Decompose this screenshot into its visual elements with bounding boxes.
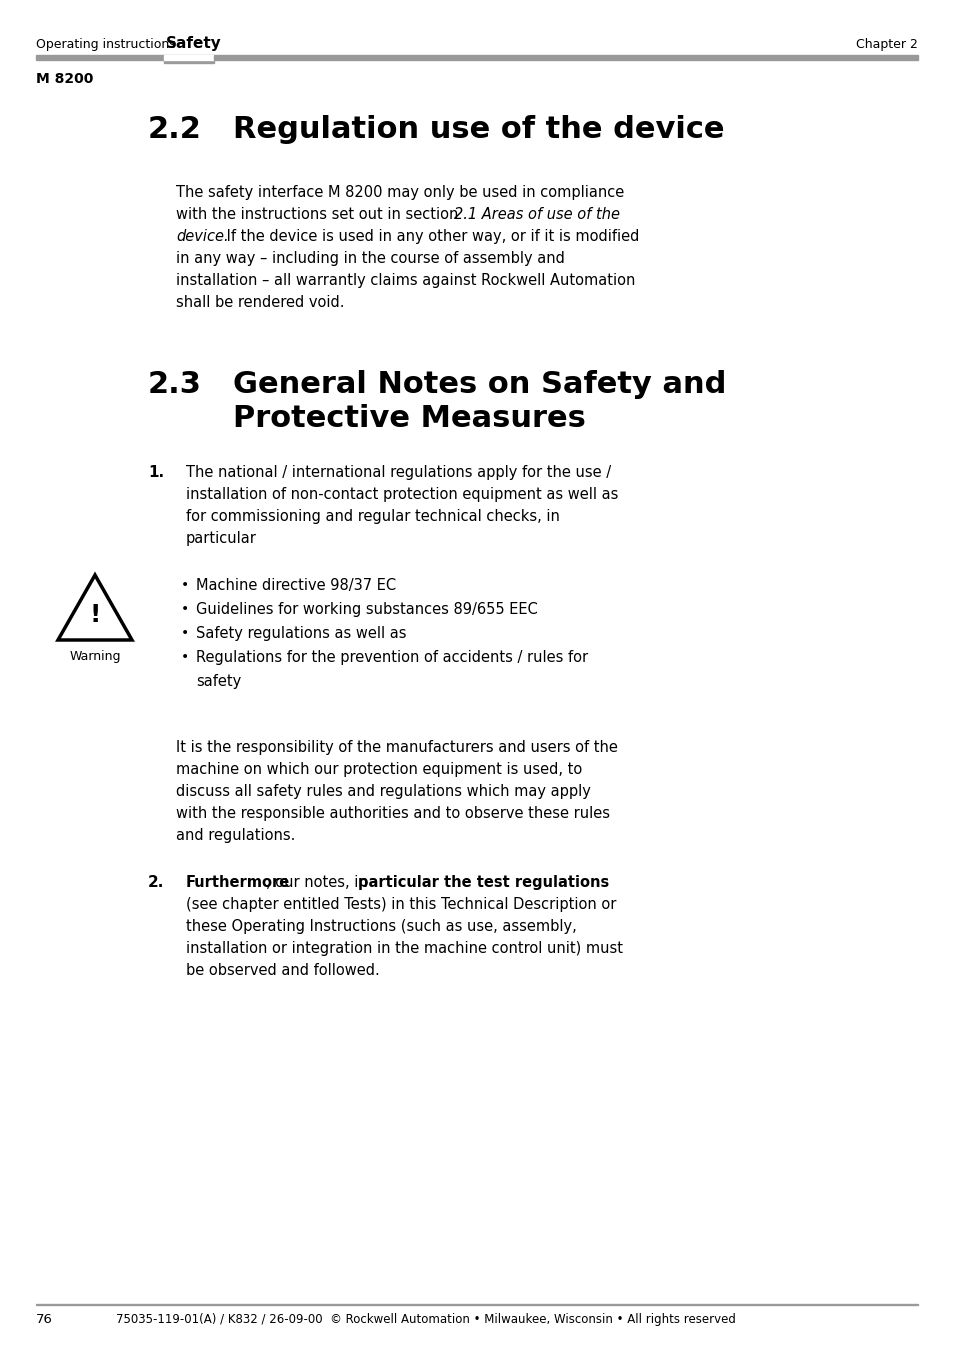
Bar	[213, 55, 917, 59]
Text: Operating instructions: Operating instructions	[36, 38, 179, 51]
Text: device.: device.	[175, 228, 229, 243]
Text: Protective Measures: Protective Measures	[233, 404, 585, 433]
Text: Safety: Safety	[166, 37, 221, 51]
Text: The safety interface M 8200 may only be used in compliance: The safety interface M 8200 may only be …	[175, 185, 623, 200]
Text: (see chapter entitled Tests) in this Technical Description or: (see chapter entitled Tests) in this Tec…	[186, 896, 616, 913]
Text: safety: safety	[195, 675, 241, 690]
Text: for commissioning and regular technical checks, in: for commissioning and regular technical …	[186, 508, 559, 525]
Text: It is the responsibility of the manufacturers and users of the: It is the responsibility of the manufact…	[175, 740, 618, 754]
Text: machine on which our protection equipment is used, to: machine on which our protection equipmen…	[175, 763, 581, 777]
Text: 2.1 Areas of use of the: 2.1 Areas of use of the	[454, 207, 619, 222]
Text: in any way – including in the course of assembly and: in any way – including in the course of …	[175, 251, 564, 266]
Text: •: •	[181, 579, 189, 592]
Text: shall be rendered void.: shall be rendered void.	[175, 295, 344, 310]
Text: 1.: 1.	[148, 465, 164, 480]
Bar	[164, 55, 213, 59]
Text: discuss all safety rules and regulations which may apply: discuss all safety rules and regulations…	[175, 784, 590, 799]
Text: installation of non-contact protection equipment as well as: installation of non-contact protection e…	[186, 487, 618, 502]
Text: Machine directive 98/37 EC: Machine directive 98/37 EC	[195, 579, 395, 594]
Text: •: •	[181, 626, 189, 639]
Text: Regulation use of the device: Regulation use of the device	[233, 115, 723, 145]
Text: !: !	[90, 603, 101, 627]
Text: 2.: 2.	[148, 875, 164, 890]
Text: Furthermore: Furthermore	[186, 875, 290, 890]
Text: be observed and followed.: be observed and followed.	[186, 963, 379, 977]
Text: M 8200: M 8200	[36, 72, 93, 87]
Polygon shape	[58, 575, 132, 639]
Text: Warning: Warning	[70, 650, 121, 662]
Text: these Operating Instructions (such as use, assembly,: these Operating Instructions (such as us…	[186, 919, 577, 934]
Text: Guidelines for working substances 89/655 EEC: Guidelines for working substances 89/655…	[195, 602, 537, 617]
Text: with the responsible authorities and to observe these rules: with the responsible authorities and to …	[175, 806, 609, 821]
Text: •: •	[181, 650, 189, 664]
Text: particular the test regulations: particular the test regulations	[357, 875, 609, 890]
Bar	[164, 55, 213, 64]
Text: Chapter 2: Chapter 2	[855, 38, 917, 51]
Text: 75035-119-01(A) / K832 / 26-09-00  © Rockwell Automation • Milwaukee, Wisconsin : 75035-119-01(A) / K832 / 26-09-00 © Rock…	[116, 1313, 735, 1326]
Text: , our notes, in: , our notes, in	[266, 875, 372, 890]
Bar	[36, 55, 164, 59]
Text: General Notes on Safety and: General Notes on Safety and	[233, 370, 725, 399]
Text: 2.2: 2.2	[148, 115, 202, 145]
Text: Safety regulations as well as: Safety regulations as well as	[195, 626, 406, 641]
Text: installation or integration in the machine control unit) must: installation or integration in the machi…	[186, 941, 622, 956]
Text: installation – all warrantly claims against Rockwell Automation: installation – all warrantly claims agai…	[175, 273, 635, 288]
Text: and regulations.: and regulations.	[175, 827, 295, 844]
Text: 2.3: 2.3	[148, 370, 202, 399]
Bar	[36, 1303, 917, 1305]
Text: The national / international regulations apply for the use /: The national / international regulations…	[186, 465, 611, 480]
Text: 76: 76	[36, 1313, 52, 1326]
Text: Regulations for the prevention of accidents / rules for: Regulations for the prevention of accide…	[195, 650, 587, 665]
Text: If the device is used in any other way, or if it is modified: If the device is used in any other way, …	[222, 228, 639, 243]
Text: particular: particular	[186, 531, 256, 546]
Text: •: •	[181, 602, 189, 617]
Text: with the instructions set out in section: with the instructions set out in section	[175, 207, 462, 222]
